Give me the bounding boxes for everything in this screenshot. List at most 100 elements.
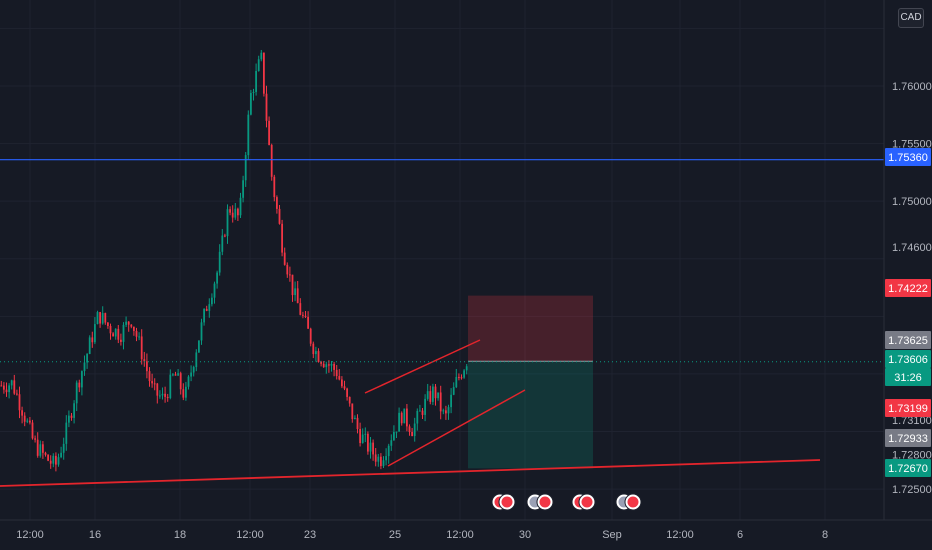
- y-tick-label[interactable]: 1.74600: [892, 242, 932, 254]
- price-badge: 1.72670: [885, 459, 931, 477]
- candle-body: [354, 417, 356, 420]
- candle-body: [406, 408, 408, 427]
- candle-body: [257, 59, 260, 71]
- y-axis-labels[interactable]: 1.76000 1.75500 1.75000 1.74600 1.73100 1.728…: [892, 81, 932, 496]
- event-flag-icon[interactable]: [578, 493, 596, 511]
- candle-body: [29, 420, 31, 423]
- candle-body: [107, 322, 109, 326]
- candle-body: [101, 313, 104, 324]
- candle-body: [192, 367, 195, 373]
- candle-body: [49, 460, 52, 464]
- candle-body: [320, 362, 322, 364]
- candle-body: [216, 272, 218, 284]
- candle-body: [151, 381, 153, 384]
- candle-body: [281, 223, 283, 253]
- candle-body: [187, 376, 190, 387]
- event-flag-icon[interactable]: [624, 493, 642, 511]
- x-tick-label[interactable]: 23: [304, 529, 316, 541]
- y-tick-label[interactable]: 1.75000: [892, 196, 932, 208]
- x-tick-label[interactable]: Sep: [602, 529, 622, 541]
- candle-body: [426, 391, 429, 399]
- candle-body: [398, 412, 400, 432]
- x-axis-labels[interactable]: 12:00 16 18 12:00 23 25 12:00 30 Sep 12:00 6 8: [16, 529, 828, 541]
- candle-body: [465, 366, 468, 371]
- candle-body: [317, 351, 320, 363]
- candle-body: [450, 394, 452, 408]
- candle-body: [286, 264, 289, 275]
- candle-body: [195, 352, 198, 368]
- candle-body: [400, 412, 403, 424]
- candle-body: [91, 337, 94, 343]
- candle-body: [203, 308, 205, 323]
- price-badge-label: 1.75360: [888, 152, 928, 164]
- y-tick-label[interactable]: 1.73100: [892, 415, 932, 427]
- price-badge-bg: [885, 148, 931, 166]
- y-tick-label[interactable]: 1.75500: [892, 139, 932, 151]
- x-tick-label[interactable]: 18: [174, 529, 186, 541]
- candle-body: [341, 379, 343, 387]
- x-tick-label[interactable]: 12:00: [236, 529, 264, 541]
- candle-body: [411, 431, 413, 437]
- price-badge: 1.73199: [885, 399, 931, 417]
- candle-body: [294, 288, 296, 296]
- candle-body: [109, 325, 112, 334]
- y-tick-label[interactable]: 1.72500: [892, 484, 932, 496]
- y-tick-label[interactable]: 1.76000: [892, 81, 932, 93]
- candle-body: [367, 433, 369, 452]
- channel-lower-line: [387, 389, 526, 467]
- x-tick-label[interactable]: 12:00: [16, 529, 44, 541]
- x-tick-label[interactable]: 30: [519, 529, 531, 541]
- candle-body: [229, 209, 231, 213]
- currency-label[interactable]: CAD: [898, 8, 924, 28]
- x-tick-label[interactable]: 12:00: [446, 529, 474, 541]
- candle-body: [18, 394, 21, 411]
- candle-body: [395, 431, 398, 433]
- x-tick-label[interactable]: 25: [389, 529, 401, 541]
- candle-body: [260, 52, 263, 60]
- candle-body: [289, 274, 291, 276]
- candle-body: [0, 385, 3, 387]
- candle-body: [458, 376, 460, 378]
- price-badge-bg: [885, 459, 931, 477]
- candle-body: [117, 328, 120, 340]
- candle-body: [198, 340, 200, 353]
- candle-body: [270, 144, 273, 177]
- x-tick-label[interactable]: 16: [89, 529, 101, 541]
- price-badge: 1.75360: [885, 148, 931, 166]
- candle-body: [127, 321, 130, 325]
- candle-body: [218, 251, 221, 273]
- candle-body: [307, 316, 309, 329]
- candle-body: [104, 313, 107, 323]
- x-tick-label[interactable]: 8: [822, 529, 828, 541]
- event-flag-icon[interactable]: [536, 493, 554, 511]
- candle-body: [169, 374, 172, 399]
- candle-body: [23, 415, 26, 422]
- candle-body: [86, 353, 88, 363]
- candle-body: [393, 432, 395, 441]
- candle-body: [325, 364, 328, 368]
- take-profit-zone: [468, 361, 593, 469]
- candle-body: [99, 312, 101, 324]
- candle-body: [161, 393, 164, 396]
- candle-body: [460, 377, 463, 379]
- event-flag-icon[interactable]: [498, 493, 516, 511]
- candle-body: [455, 376, 458, 388]
- candle-body: [211, 297, 213, 305]
- candle-body: [255, 70, 257, 92]
- candle-body: [62, 443, 65, 453]
- candle-body: [432, 386, 434, 402]
- economic-events[interactable]: [491, 493, 642, 511]
- x-tick-label[interactable]: 6: [737, 529, 743, 541]
- candle-body: [47, 454, 49, 461]
- candle-body: [361, 434, 364, 444]
- candle-body: [263, 52, 265, 94]
- y-tick-label[interactable]: 1.72800: [892, 450, 932, 462]
- trend-drawings: [0, 339, 821, 487]
- candle-body: [44, 452, 47, 455]
- candle-body: [10, 380, 13, 386]
- x-tick-label[interactable]: 12:00: [666, 529, 694, 541]
- candle-body: [177, 373, 179, 376]
- candle-body: [328, 364, 330, 366]
- candle-body: [278, 208, 281, 224]
